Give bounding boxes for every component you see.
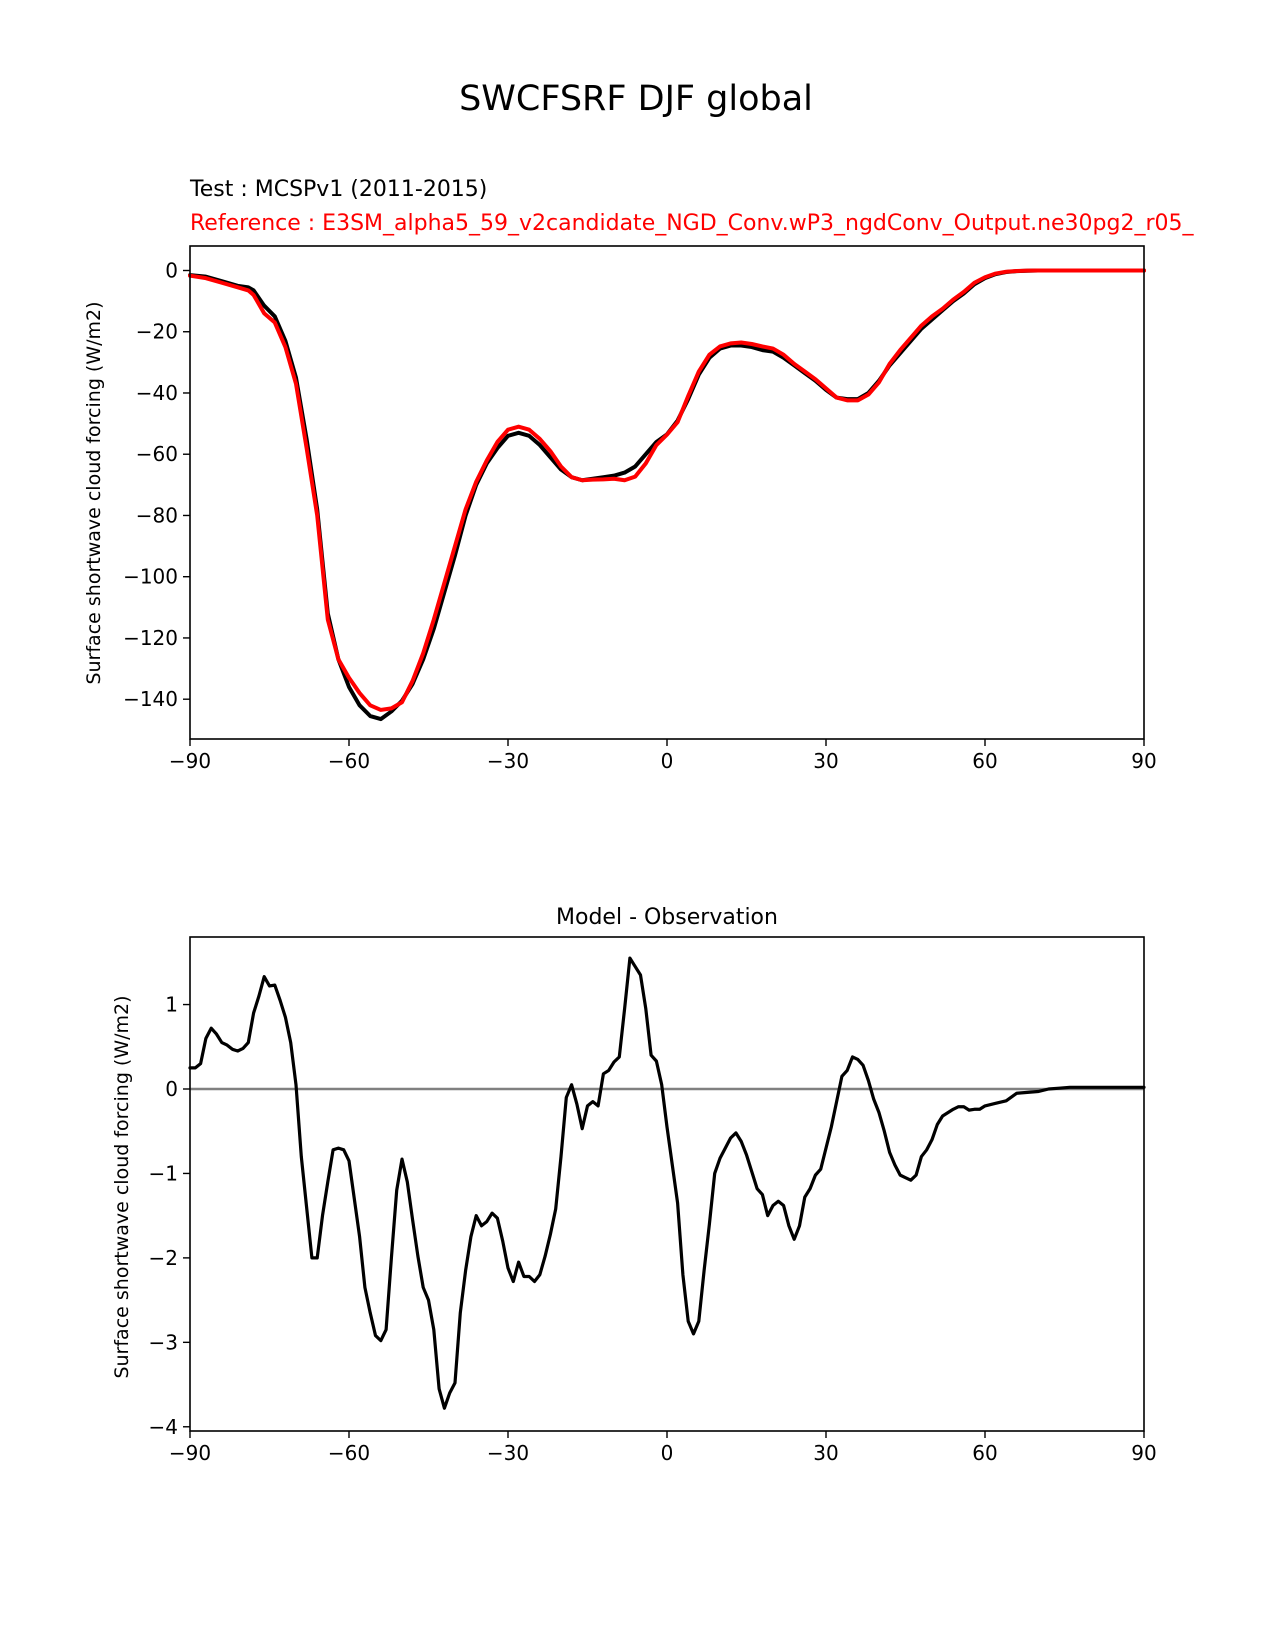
x-tick-label: −90 xyxy=(169,1441,211,1465)
y-tick-label: −140 xyxy=(123,687,178,711)
bottom-chart: Model - Observation Surface shortwave cl… xyxy=(111,905,1157,1465)
top-axis-ticks: −90 −60 −30 0 30 60 90 0 −20 −40 −60 −80 −100 −120 −14… xyxy=(123,258,1157,773)
figure-title: SWCFSRF DJF global xyxy=(459,79,813,119)
bottom-chart-title: Model - Observation xyxy=(556,905,778,930)
top-series-lines xyxy=(188,268,1146,722)
y-tick-label: −40 xyxy=(136,381,178,405)
bottom-y-axis-label: Surface shortwave cloud forcing (W/m2) xyxy=(111,995,133,1378)
x-tick-label: 90 xyxy=(1131,1441,1156,1465)
y-tick-label: −120 xyxy=(123,626,178,650)
y-tick-label: −4 xyxy=(149,1415,178,1439)
y-tick-label: −20 xyxy=(136,320,178,344)
y-tick-label: 0 xyxy=(165,258,178,282)
y-tick-label: −1 xyxy=(149,1161,178,1185)
y-tick-label: −3 xyxy=(149,1330,178,1354)
reference-label: Reference : E3SM_alpha5_59_v2candidate_N… xyxy=(190,211,1195,236)
x-tick-label: −90 xyxy=(169,749,211,773)
x-tick-label: −60 xyxy=(328,749,370,773)
y-tick-label: −60 xyxy=(136,442,178,466)
series-line-0 xyxy=(188,268,1146,722)
y-tick-label: −100 xyxy=(123,565,178,589)
series-line-0 xyxy=(188,956,1146,1410)
series-line-1 xyxy=(188,268,1146,712)
top-y-axis-label: Surface shortwave cloud forcing (W/m2) xyxy=(83,301,105,684)
x-tick-label: −60 xyxy=(328,1441,370,1465)
top-plot-frame xyxy=(189,245,1145,740)
test-label: Test : MCSPv1 (2011-2015) xyxy=(189,177,487,202)
y-tick-label: −2 xyxy=(149,1246,178,1270)
y-tick-label: 0 xyxy=(165,1077,178,1101)
x-tick-label: 60 xyxy=(972,749,997,773)
x-tick-label: 0 xyxy=(661,749,674,773)
y-tick-label: 1 xyxy=(165,993,178,1017)
x-tick-label: 90 xyxy=(1131,749,1156,773)
x-tick-label: 60 xyxy=(972,1441,997,1465)
bottom-axis-ticks: −90 −60 −30 0 30 60 90 1 0 −1 −2 −3 −4 xyxy=(149,993,1157,1465)
bottom-plot-frame xyxy=(189,936,1145,1432)
x-tick-label: 0 xyxy=(661,1441,674,1465)
top-chart: Test : MCSPv1 (2011-2015) Reference : E3… xyxy=(83,177,1195,773)
x-tick-label: 30 xyxy=(813,749,838,773)
x-tick-label: −30 xyxy=(487,749,529,773)
bottom-series-lines xyxy=(188,956,1146,1410)
x-tick-label: 30 xyxy=(813,1441,838,1465)
x-tick-label: −30 xyxy=(487,1441,529,1465)
y-tick-label: −80 xyxy=(136,503,178,527)
